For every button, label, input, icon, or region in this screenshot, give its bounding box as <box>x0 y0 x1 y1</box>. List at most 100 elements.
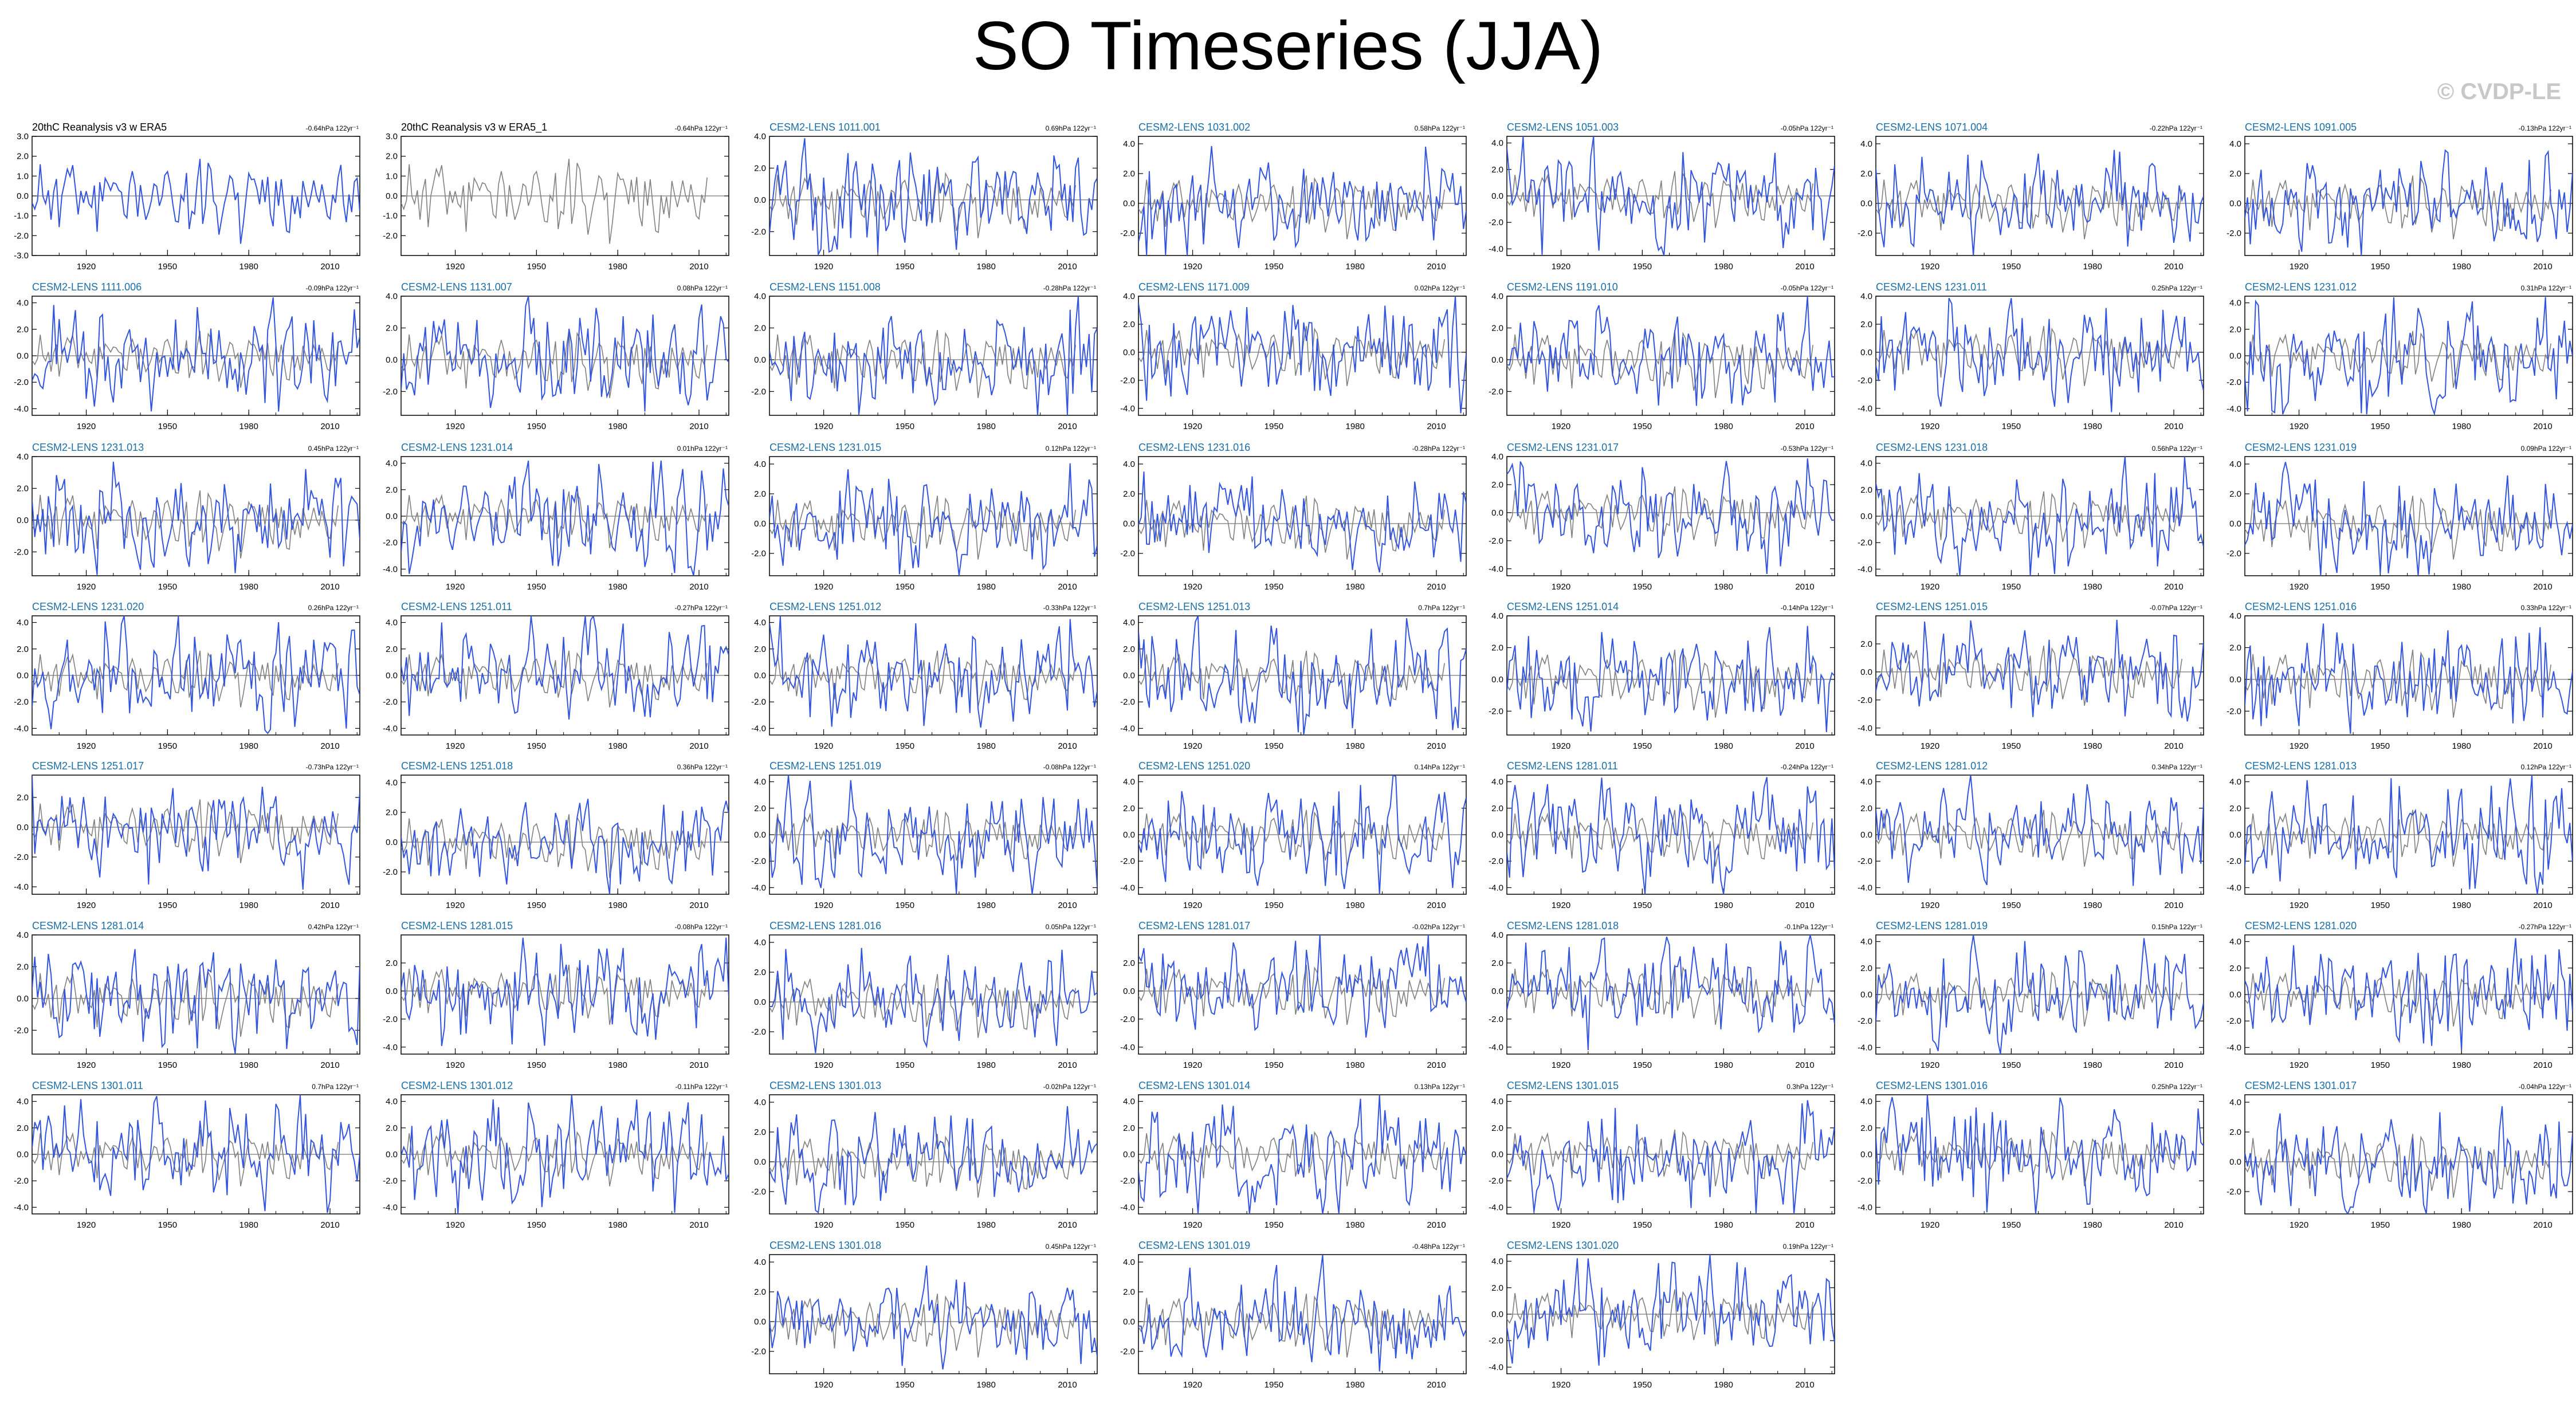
y-tick-label: 4.0 <box>17 452 29 462</box>
x-tick-label: 2010 <box>2164 422 2183 431</box>
panel: CESM2-LENS 1251.013 0.7hPa 122yr⁻¹ 4.0 2.0 0… <box>1120 601 1467 751</box>
x-tick-label: 1950 <box>527 741 546 751</box>
x-tick-label: 2010 <box>1058 741 1077 751</box>
x-tick-label: 2010 <box>1427 741 1446 751</box>
x-tick-label: 1980 <box>239 1060 258 1070</box>
panel: CESM2-LENS 1251.014 -0.14hPa 122yr⁻¹ 4.0 2.… <box>1489 601 1835 751</box>
series-line-member <box>1507 136 1835 256</box>
series-line-member <box>1138 935 1466 1038</box>
y-tick-label: 0.0 <box>1123 199 1135 209</box>
y-tick-label: 4.0 <box>754 1098 766 1107</box>
x-tick-label: 2010 <box>2533 262 2552 272</box>
y-tick-label: -2.0 <box>2226 229 2241 238</box>
x-tick-label: 1920 <box>1921 1060 1939 1070</box>
trend-label: -0.09hPa 122yr⁻¹ <box>306 284 359 292</box>
panel-title: CESM2-LENS 1231.016 <box>1138 442 1250 453</box>
x-tick-label: 1980 <box>239 741 258 751</box>
y-tick-label: 0.0 <box>2229 675 2241 685</box>
trend-label: 0.45hPa 122yr⁻¹ <box>308 445 359 453</box>
trend-label: 0.3hPa 122yr⁻¹ <box>1786 1083 1833 1091</box>
x-tick-label: 1980 <box>1714 1220 1733 1230</box>
x-tick-label: 1980 <box>1345 1060 1364 1070</box>
series-line-member <box>32 775 360 890</box>
panel-title: CESM2-LENS 1051.003 <box>1507 121 1619 133</box>
panel: CESM2-LENS 1251.019 -0.08hPa 122yr⁻¹ 4.0 2.… <box>751 760 1098 910</box>
x-tick-label: 1920 <box>814 1060 833 1070</box>
panel-title: CESM2-LENS 1281.019 <box>1876 920 1988 931</box>
x-tick-label: 1920 <box>1921 1220 1939 1230</box>
panel-frame <box>1875 136 2204 256</box>
series-line-member <box>1507 458 1835 574</box>
series-line-member <box>401 616 729 720</box>
panel: CESM2-LENS 1171.009 0.02hPa 122yr⁻¹ 4.0 2.0… <box>1120 281 1467 431</box>
series-line-observed <box>2245 331 2551 388</box>
panel-title: CESM2-LENS 1281.017 <box>1138 920 1250 931</box>
y-tick-label: -4.0 <box>751 883 766 893</box>
x-tick-label: 1980 <box>976 582 995 592</box>
panel-title: CESM2-LENS 1231.011 <box>1876 281 1987 293</box>
trend-label: 0.08hPa 122yr⁻¹ <box>677 284 728 292</box>
trend-label: 0.02hPa 122yr⁻¹ <box>1415 284 1465 292</box>
x-tick-label: 1950 <box>2002 901 2021 910</box>
panel-title: CESM2-LENS 1301.020 <box>1507 1240 1619 1251</box>
x-tick-label: 1980 <box>976 1220 995 1230</box>
panel: CESM2-LENS 1301.014 0.13hPa 122yr⁻¹ 4.0 2.0… <box>1120 1080 1467 1230</box>
x-tick-label: 2010 <box>1795 1060 1814 1070</box>
series-line-member <box>32 949 360 1054</box>
y-tick-label: 0.0 <box>2229 519 2241 529</box>
x-tick-label: 1920 <box>2290 1220 2308 1230</box>
panel: CESM2-LENS 1251.012 -0.33hPa 122yr⁻¹ 4.0 2.… <box>751 601 1098 751</box>
y-tick-label: 2.0 <box>754 1287 766 1297</box>
trend-label: 0.42hPa 122yr⁻¹ <box>308 923 359 931</box>
panel: CESM2-LENS 1231.011 0.25hPa 122yr⁻¹ 4.0 2.0… <box>1858 281 2204 431</box>
y-tick-label: -2.0 <box>751 227 766 237</box>
panel: CESM2-LENS 1301.013 -0.02hPa 122yr⁻¹ 4.0 2.… <box>751 1080 1098 1230</box>
x-tick-label: 1980 <box>1714 422 1733 431</box>
y-tick-label: -2.0 <box>2226 706 2241 716</box>
y-tick-label: -2.0 <box>1858 229 1872 238</box>
x-tick-label: 1980 <box>608 741 627 751</box>
x-tick-label: 2010 <box>1795 262 1814 272</box>
panel-title: CESM2-LENS 1071.004 <box>1876 121 1988 133</box>
y-tick-label: 2.0 <box>2229 643 2241 653</box>
panel: CESM2-LENS 1301.011 0.7hPa 122yr⁻¹ 4.0 2.0 0… <box>14 1080 360 1230</box>
x-tick-label: 1980 <box>2452 582 2471 592</box>
x-tick-label: 1920 <box>814 422 833 431</box>
trend-label: 0.09hPa 122yr⁻¹ <box>2521 445 2571 453</box>
x-tick-label: 1950 <box>2002 422 2021 431</box>
y-tick-label: 0.0 <box>754 355 766 365</box>
x-tick-label: 1950 <box>1265 262 1283 272</box>
x-tick-label: 1950 <box>1265 901 1283 910</box>
series-line-member <box>1876 457 2204 576</box>
panel-title: CESM2-LENS 1251.017 <box>32 760 144 772</box>
trend-label: 0.33hPa 122yr⁻¹ <box>2521 604 2571 612</box>
panel: CESM2-LENS 1281.017 -0.02hPa 122yr⁻¹ 2.0 0.… <box>1120 920 1467 1070</box>
trend-label: -0.02hPa 122yr⁻¹ <box>1412 923 1465 931</box>
panel-title: CESM2-LENS 1301.013 <box>769 1080 881 1091</box>
y-tick-label: -2.0 <box>383 867 398 877</box>
y-tick-label: 2.0 <box>1123 1287 1135 1297</box>
series-line-observed <box>401 650 708 708</box>
trend-label: -0.05hPa 122yr⁻¹ <box>1781 124 1833 132</box>
y-tick-label: -2.0 <box>1489 536 1503 546</box>
series-line-member <box>769 463 1097 576</box>
series-line-observed <box>32 968 339 1037</box>
y-tick-label: 4.0 <box>17 298 29 308</box>
series-line-member <box>1507 626 1835 733</box>
x-tick-label: 1950 <box>158 422 177 431</box>
x-tick-label: 1920 <box>814 262 833 272</box>
x-tick-label: 1980 <box>976 422 995 431</box>
x-tick-label: 2010 <box>689 901 708 910</box>
y-tick-label: -2.0 <box>1120 229 1135 238</box>
x-tick-label: 2010 <box>1795 741 1814 751</box>
panel-title: CESM2-LENS 1251.013 <box>1138 601 1250 612</box>
panel-title: CESM2-LENS 1111.006 <box>32 281 142 293</box>
panel-frame <box>32 456 360 576</box>
series-line-member <box>1507 935 1835 1051</box>
y-tick-label: 0.0 <box>754 195 766 205</box>
y-tick-label: 2.0 <box>1123 320 1135 329</box>
series-line-member <box>1507 1255 1835 1366</box>
trend-label: 0.56hPa 122yr⁻¹ <box>2152 445 2202 453</box>
x-tick-label: 1980 <box>239 901 258 910</box>
trend-label: 0.05hPa 122yr⁻¹ <box>1046 923 1096 931</box>
